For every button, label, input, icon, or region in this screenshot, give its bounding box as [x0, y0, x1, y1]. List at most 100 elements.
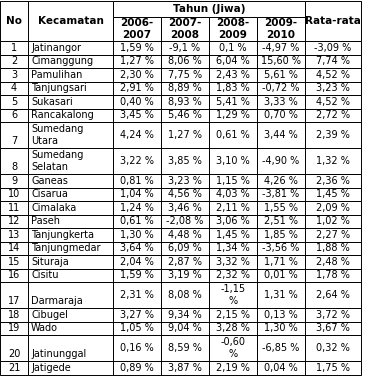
Text: 4: 4 [11, 83, 17, 93]
Bar [209, 282, 257, 308]
Text: Ganeas: Ganeas [31, 176, 68, 186]
Bar [113, 242, 161, 255]
Text: 2,09 %: 2,09 % [316, 203, 350, 213]
Bar [28, 335, 113, 361]
Text: Cibugel: Cibugel [31, 310, 68, 320]
Text: Sumedang
Utara: Sumedang Utara [31, 124, 84, 146]
Text: Jatinangor: Jatinangor [31, 43, 81, 53]
Bar [0, 361, 28, 374]
Bar [257, 81, 305, 95]
Bar [305, 174, 361, 187]
Bar [161, 187, 209, 201]
Bar [28, 215, 113, 228]
Text: 1,30 %: 1,30 % [120, 230, 154, 240]
Bar [0, 109, 28, 122]
Text: 9,04 %: 9,04 % [168, 323, 202, 333]
Bar [305, 242, 361, 255]
Text: 1,32 %: 1,32 % [316, 156, 350, 166]
Text: 6,09 %: 6,09 % [168, 243, 202, 253]
Text: 5,41 %: 5,41 % [216, 97, 250, 107]
Text: 1,85 %: 1,85 % [264, 230, 298, 240]
Bar [113, 1, 305, 17]
Bar [113, 215, 161, 228]
Bar [161, 268, 209, 282]
Bar [209, 187, 257, 201]
Text: -1,15
%: -1,15 % [221, 284, 246, 306]
Bar [28, 308, 113, 321]
Bar [305, 282, 361, 308]
Text: Rancakalong: Rancakalong [31, 110, 94, 120]
Bar [305, 187, 361, 201]
Text: -4,90 %: -4,90 % [262, 156, 300, 166]
Bar [113, 68, 161, 81]
Text: 4,52 %: 4,52 % [316, 97, 350, 107]
Text: Rata-rata: Rata-rata [305, 16, 361, 26]
Text: Cisitu: Cisitu [31, 270, 59, 280]
Bar [257, 174, 305, 187]
Bar [257, 148, 305, 174]
Text: 9,34 %: 9,34 % [168, 310, 202, 320]
Text: 2008-
2009: 2008- 2009 [216, 18, 249, 40]
Text: 2,11 %: 2,11 % [216, 203, 250, 213]
Bar [113, 321, 161, 335]
Text: 1,71 %: 1,71 % [264, 257, 298, 267]
Text: 3,87 %: 3,87 % [168, 363, 202, 373]
Bar [161, 122, 209, 148]
Bar [257, 95, 305, 109]
Text: Paseh: Paseh [31, 216, 60, 226]
Bar [113, 268, 161, 282]
Bar [113, 282, 161, 308]
Bar [257, 255, 305, 268]
Bar [209, 17, 257, 41]
Bar [257, 109, 305, 122]
Bar [0, 148, 28, 174]
Bar [113, 109, 161, 122]
Text: Pamulihan: Pamulihan [31, 70, 82, 80]
Bar [305, 81, 361, 95]
Text: 8,93 %: 8,93 % [168, 97, 202, 107]
Bar [113, 228, 161, 242]
Bar [0, 282, 28, 308]
Text: 1,27 %: 1,27 % [168, 130, 202, 140]
Text: 11: 11 [8, 203, 20, 213]
Text: 2,51 %: 2,51 % [264, 216, 298, 226]
Text: 0,89 %: 0,89 % [120, 363, 154, 373]
Text: 1,15 %: 1,15 % [216, 176, 250, 186]
Text: 1,55 %: 1,55 % [264, 203, 298, 213]
Text: 0,70 %: 0,70 % [264, 110, 298, 120]
Bar [161, 335, 209, 361]
Text: 4,24 %: 4,24 % [120, 130, 154, 140]
Text: -3,09 %: -3,09 % [315, 43, 352, 53]
Text: 1,02 %: 1,02 % [316, 216, 350, 226]
Text: Wado: Wado [31, 323, 58, 333]
Text: 7,75 %: 7,75 % [168, 70, 202, 80]
Bar [209, 335, 257, 361]
Bar [28, 268, 113, 282]
Bar [305, 335, 361, 361]
Bar [209, 68, 257, 81]
Bar [0, 268, 28, 282]
Text: 4,56 %: 4,56 % [168, 189, 202, 199]
Text: 2,39 %: 2,39 % [316, 130, 350, 140]
Bar [257, 228, 305, 242]
Bar [305, 228, 361, 242]
Text: 7,74 %: 7,74 % [316, 56, 350, 66]
Bar [305, 148, 361, 174]
Text: No: No [6, 16, 22, 26]
Text: 3,67 %: 3,67 % [316, 323, 350, 333]
Text: 1,30 %: 1,30 % [264, 323, 298, 333]
Bar [0, 242, 28, 255]
Bar [28, 228, 113, 242]
Bar [161, 215, 209, 228]
Text: 3,33 %: 3,33 % [264, 97, 298, 107]
Text: 14: 14 [8, 243, 20, 253]
Bar [161, 55, 209, 68]
Text: 1,45 %: 1,45 % [216, 230, 250, 240]
Text: 3,23 %: 3,23 % [168, 176, 202, 186]
Text: 8: 8 [11, 162, 17, 172]
Bar [28, 255, 113, 268]
Text: 0,61 %: 0,61 % [216, 130, 250, 140]
Bar [257, 201, 305, 215]
Text: 0,40 %: 0,40 % [120, 97, 154, 107]
Bar [209, 81, 257, 95]
